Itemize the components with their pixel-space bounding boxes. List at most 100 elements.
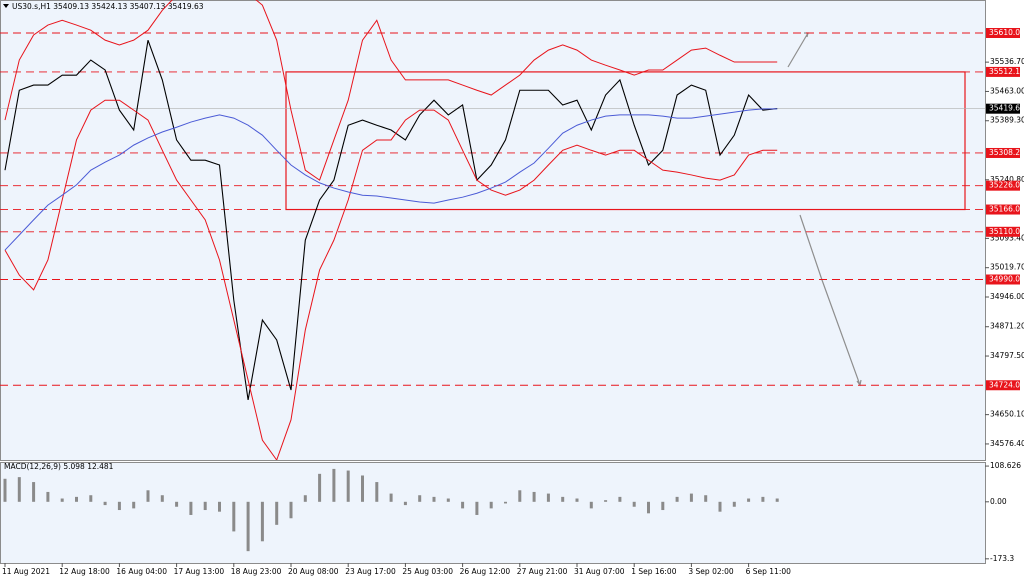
arrow xyxy=(799,214,861,386)
macd-bar xyxy=(232,501,236,532)
macd-bar xyxy=(704,495,708,502)
price-line xyxy=(4,108,778,251)
macd-bar xyxy=(575,498,579,502)
macd-plot xyxy=(3,468,779,552)
x-tick-label: 26 Aug 12:00 xyxy=(460,567,511,576)
y-tick-label: 35389.30 xyxy=(990,116,1024,125)
y-tick-label: 35240.80 xyxy=(990,175,1024,184)
level-label-box xyxy=(986,27,1020,38)
level-label-box xyxy=(986,226,1020,237)
level-label-box xyxy=(986,180,1020,191)
level-label: 35512.12 xyxy=(989,67,1024,76)
macd-bar xyxy=(75,496,78,502)
last-price-box xyxy=(986,103,1020,114)
level-label: 34990.00 xyxy=(989,274,1024,283)
macd-bar xyxy=(103,501,107,506)
macd-panel xyxy=(0,462,986,564)
macd-bar xyxy=(747,498,751,502)
price-line xyxy=(4,39,778,401)
macd-bar xyxy=(332,468,336,502)
macd-title: MACD(12,26,9) 5.098 12.481 xyxy=(4,462,114,471)
macd-bar xyxy=(89,495,93,502)
macd-bar xyxy=(647,501,650,514)
macd-bar xyxy=(775,498,779,502)
x-tick-label: 20 Aug 08:00 xyxy=(288,567,339,576)
y-tick-label: 34576.40 xyxy=(990,439,1024,448)
macd-bar xyxy=(17,477,21,502)
macd-bar xyxy=(275,501,279,525)
level-label-box xyxy=(986,147,1020,158)
price-line xyxy=(4,99,778,460)
y-tick-label: 35536.70 xyxy=(990,57,1024,66)
macd-bar xyxy=(546,493,550,502)
y-tick-label: 35463.00 xyxy=(990,86,1024,95)
macd-bar xyxy=(489,501,493,509)
macd-bar xyxy=(632,501,636,507)
macd-bar xyxy=(132,501,136,509)
price-plot xyxy=(0,0,985,460)
macd-bar xyxy=(618,496,622,502)
x-tick-label: 1 Sep 16:00 xyxy=(631,567,677,576)
x-tick-label: 16 Aug 04:00 xyxy=(116,567,167,576)
x-tick-label: 18 Aug 23:00 xyxy=(231,567,282,576)
x-tick-label: 6 Sep 11:00 xyxy=(746,567,792,576)
y-tick-label: 34650.10 xyxy=(990,410,1024,419)
macd-bar xyxy=(446,498,450,502)
x-tick-label: 25 Aug 03:00 xyxy=(402,567,453,576)
macd-bar xyxy=(303,495,307,502)
macd-bar xyxy=(346,470,350,502)
macd-bar xyxy=(561,496,565,502)
macd-bar xyxy=(361,475,364,502)
macd-bar xyxy=(604,500,608,502)
y-tick-label: 35093.40 xyxy=(990,233,1024,242)
macd-bar xyxy=(318,473,322,502)
macd-bar xyxy=(661,501,665,511)
level-label-box xyxy=(986,66,1020,77)
level-label: 35610.00 xyxy=(989,28,1024,37)
macd-bar xyxy=(3,478,7,502)
y-tick-label: 34946.00 xyxy=(990,292,1024,301)
macd-bar xyxy=(718,501,722,512)
x-tick-label: 11 Aug 2021 xyxy=(2,567,50,576)
macd-bar xyxy=(218,501,221,512)
x-tick-label: 17 Aug 13:00 xyxy=(174,567,225,576)
x-tick-label: 3 Sep 02:00 xyxy=(688,567,734,576)
macd-bar xyxy=(60,498,64,502)
y-tick-label: 34871.20 xyxy=(990,322,1024,331)
axes: 35536.70 35463.00 35389.30 35240.80 35093.40… xyxy=(2,28,1024,576)
level-label-box xyxy=(986,380,1020,391)
macd-bar xyxy=(389,493,393,502)
y-tick-label: -173.3 xyxy=(990,554,1014,563)
macd-bar xyxy=(461,501,465,509)
macd-bar xyxy=(117,501,121,511)
macd-bar xyxy=(32,482,36,502)
macd-bar xyxy=(46,491,50,502)
macd-bar xyxy=(475,501,479,515)
y-tick-label: 34797.50 xyxy=(990,351,1024,360)
x-tick-label: 12 Aug 18:00 xyxy=(59,567,110,576)
x-tick-label: 27 Aug 21:00 xyxy=(517,567,568,576)
level-label: 35166.00 xyxy=(989,205,1024,214)
macd-bar xyxy=(432,496,436,502)
x-tick-label: 31 Aug 07:00 xyxy=(574,567,625,576)
main-panel xyxy=(0,0,986,461)
macd-bar xyxy=(175,501,179,507)
macd-bar xyxy=(260,501,264,542)
y-tick-label: 0.00 xyxy=(990,497,1007,506)
macd-bar xyxy=(403,501,407,506)
level-label: 35308.23 xyxy=(989,148,1024,157)
macd-bar xyxy=(246,501,250,552)
macd-bar xyxy=(689,493,693,502)
menu-icon xyxy=(3,4,9,8)
level-label: 35226.00 xyxy=(989,181,1024,190)
y-tick-label: 108.626 xyxy=(990,461,1021,470)
macd-bar xyxy=(375,482,379,502)
chart-title: US30.s,H1 35409.13 35424.13 35407.13 354… xyxy=(12,2,204,11)
macd-bar xyxy=(418,495,422,502)
macd-bar xyxy=(160,495,164,502)
macd-bar xyxy=(675,496,679,502)
macd-bar xyxy=(203,501,207,511)
level-label: 34724.00 xyxy=(989,380,1024,389)
level-label: 35110.00 xyxy=(989,227,1024,236)
